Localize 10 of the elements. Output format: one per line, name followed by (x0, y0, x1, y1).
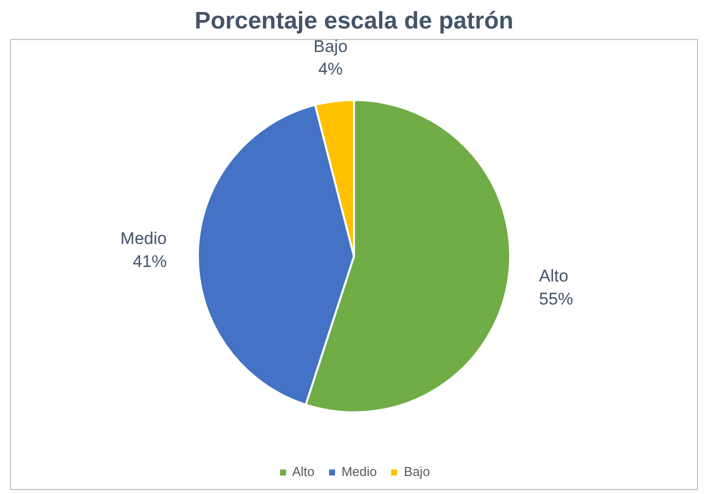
data-label: 55% (539, 289, 574, 308)
data-label: 41% (132, 252, 167, 271)
legend-label: Alto (292, 464, 314, 479)
slice-label: Bajo (314, 36, 348, 56)
data-label: 4% (318, 60, 343, 79)
chart-title: Porcentaje escala de patrón (194, 8, 514, 34)
legend-label: Bajo (404, 464, 430, 479)
legend-label: Medio (341, 464, 377, 479)
slice-label: Medio (120, 228, 167, 248)
slice-label: Alto (539, 266, 568, 286)
